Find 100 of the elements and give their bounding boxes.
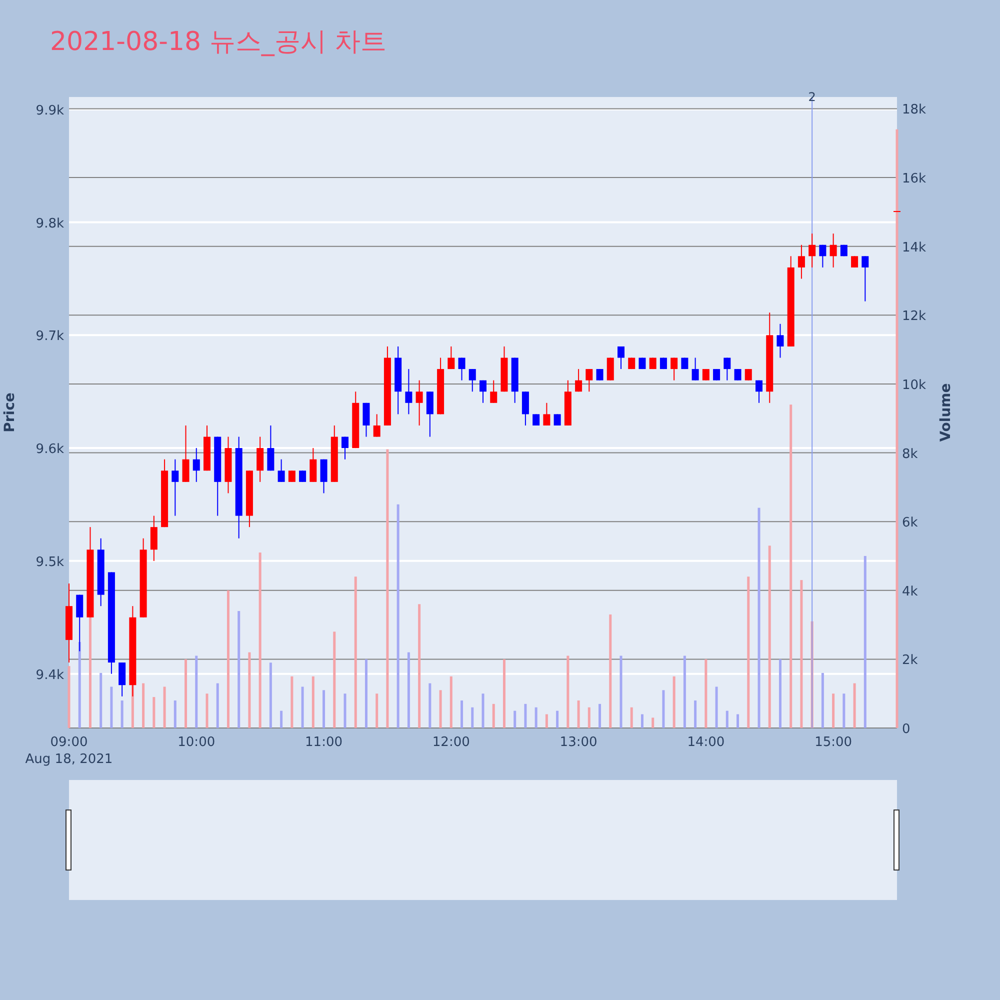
bar: [269, 662, 272, 728]
bar: [747, 576, 750, 728]
candlestick: [819, 244, 826, 268]
x-tick-label: 12:00: [432, 735, 470, 750]
y-tick-label: 9.6k: [36, 442, 64, 458]
candlestick: [862, 256, 869, 302]
bar: [758, 508, 760, 728]
candlestick: [532, 414, 540, 426]
candlestick: [808, 233, 816, 268]
candlestick: [256, 436, 264, 482]
candlestick: [575, 368, 582, 392]
bar: [354, 576, 357, 728]
bar: [598, 704, 602, 728]
y2-tick-label: 16k: [902, 172, 927, 187]
bar: [588, 707, 590, 728]
bar: [736, 714, 740, 728]
bar: [216, 683, 219, 728]
candlestick: [586, 368, 593, 392]
bar: [768, 546, 771, 728]
bar: [514, 710, 516, 728]
bar: [248, 652, 251, 728]
candlestick: [288, 470, 296, 482]
candlestick: [596, 368, 604, 381]
bar: [301, 686, 304, 728]
candlestick: [172, 458, 179, 516]
x-tick-label: 11:00: [305, 735, 343, 750]
candlestick: [182, 424, 190, 482]
y-tick-label: 9.5k: [36, 554, 64, 570]
bar: [174, 700, 176, 728]
bar: [672, 676, 676, 728]
bar: [450, 676, 452, 728]
bar: [832, 694, 835, 728]
bar: [482, 694, 484, 728]
bar: [821, 672, 824, 728]
bar: [694, 700, 697, 728]
candlestick: [342, 436, 348, 460]
bar: [78, 642, 81, 728]
bar: [258, 552, 262, 728]
bar: [206, 694, 208, 728]
bar: [577, 700, 580, 728]
y2-axis-title: Volume: [938, 383, 954, 442]
candlestick: [426, 391, 434, 438]
bar: [418, 604, 421, 728]
candlestick: [724, 357, 731, 381]
bar: [853, 683, 856, 728]
candlestick: [851, 256, 858, 268]
bar: [566, 656, 570, 728]
bar: [226, 590, 230, 728]
bar: [364, 659, 368, 728]
bar: [344, 694, 346, 728]
candlestick: [543, 402, 550, 426]
y-tick-label: 9.4k: [36, 668, 64, 683]
bar: [428, 683, 432, 728]
bar: [534, 707, 538, 728]
y2-tick-label: 12k: [902, 309, 927, 324]
x-tick-label: 10:00: [178, 735, 216, 750]
candlestick: [362, 402, 370, 438]
bar: [620, 656, 622, 728]
bar: [800, 580, 803, 728]
y-tick-label: 9.9k: [36, 103, 64, 118]
y2-tick-label: 18k: [902, 102, 927, 118]
candlestick: [150, 515, 158, 562]
candlestick: [756, 380, 762, 404]
bar: [715, 686, 718, 728]
bar: [704, 659, 708, 728]
bar: [502, 659, 506, 728]
candlestick: [670, 357, 678, 381]
y2-tick-label: 10k: [902, 378, 927, 393]
bar: [492, 704, 495, 728]
candlestick: [830, 233, 837, 268]
bar: [322, 690, 326, 728]
y2-tick-label: 8k: [902, 446, 918, 462]
candlestick: [267, 424, 274, 472]
bar: [142, 683, 145, 728]
y2-tick-label: 4k: [902, 584, 918, 600]
bar: [100, 672, 102, 728]
bar: [778, 659, 782, 728]
bar: [842, 694, 846, 728]
candlestick: [522, 391, 529, 426]
candlestick: [554, 414, 561, 426]
candlestick: [702, 368, 710, 381]
candlestick: [458, 357, 466, 381]
candlestick: [744, 368, 752, 381]
y-axis-title: Price: [2, 392, 18, 432]
bar: [280, 710, 283, 728]
bar: [376, 694, 378, 728]
bar: [460, 700, 464, 728]
candlestick: [192, 448, 200, 482]
bar: [790, 404, 792, 728]
candlestick: [480, 380, 486, 404]
bar: [609, 614, 612, 728]
bar: [386, 449, 389, 728]
x-tick-label: 14:00: [687, 735, 725, 750]
bar: [184, 659, 188, 728]
candlestick: [734, 368, 742, 381]
x-tick-label: 09:00: [50, 735, 88, 750]
bar: [640, 714, 644, 728]
bar: [556, 710, 559, 728]
bar: [163, 686, 166, 728]
candlestick: [468, 368, 476, 392]
